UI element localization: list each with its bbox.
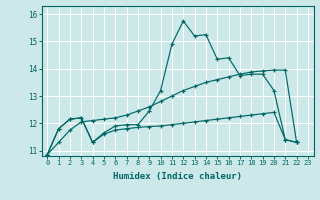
X-axis label: Humidex (Indice chaleur): Humidex (Indice chaleur) [113, 172, 242, 181]
